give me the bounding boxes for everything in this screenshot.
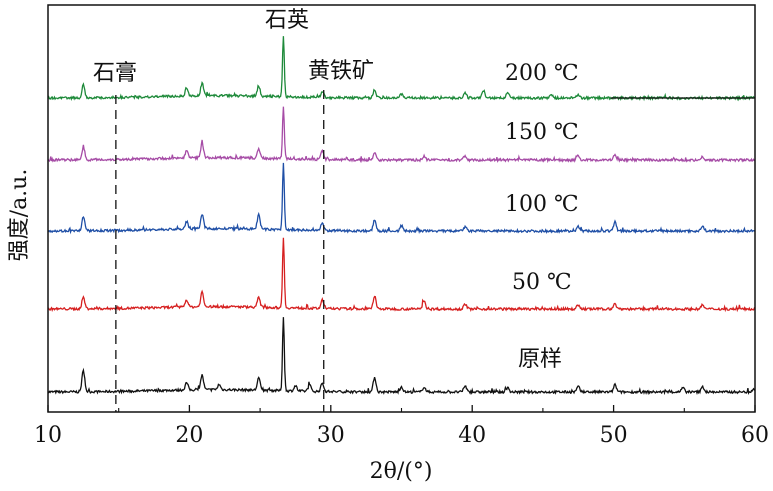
marker-layer <box>115 90 325 412</box>
plot-frame <box>47 4 756 413</box>
series-line-1 <box>47 317 756 396</box>
x-tick-label-60: 60 <box>741 423 769 448</box>
series-line-3 <box>47 162 756 235</box>
series-line-5 <box>47 36 756 102</box>
series-line-2 <box>47 237 756 313</box>
x-tick-label-40: 40 <box>458 423 486 448</box>
series-label-2: 50 ℃ <box>512 270 572 295</box>
x-tick-label-50: 50 <box>600 423 628 448</box>
x-tick-label-10: 10 <box>34 423 62 448</box>
series-line-4 <box>47 106 756 164</box>
x-tick-label-30: 30 <box>317 423 345 448</box>
x-axis: 10 20 30 40 50 60 <box>34 405 769 448</box>
series-label-1: 原样 <box>518 347 562 372</box>
series-labels: 原样 50 ℃ 100 ℃ 150 ℃ 200 ℃ <box>505 61 579 372</box>
series-label-3: 100 ℃ <box>505 192 579 217</box>
x-axis-title: 2θ/(°) <box>370 459 433 484</box>
x-tick-label-20: 20 <box>175 423 203 448</box>
y-axis-title: 强度/a.u. <box>7 169 32 262</box>
phase-label-3: 黄铁矿 <box>308 59 374 84</box>
phase-label-2: 石英 <box>265 8 309 33</box>
series-layer <box>47 36 756 396</box>
series-label-4: 150 ℃ <box>505 120 579 145</box>
phase-label-1: 石膏 <box>93 61 137 86</box>
series-label-5: 200 ℃ <box>505 61 579 86</box>
